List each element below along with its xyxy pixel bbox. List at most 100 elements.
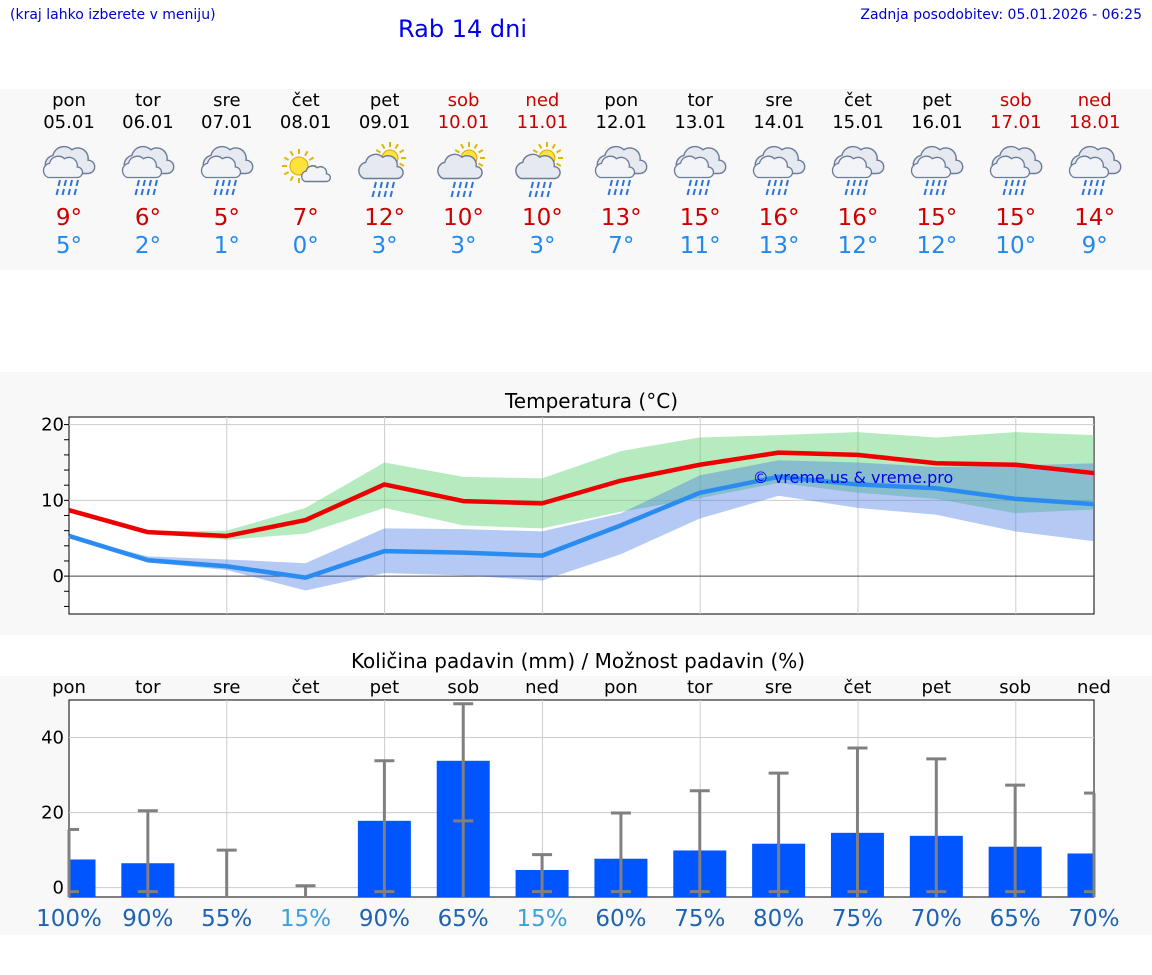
min-temperature: 13°: [758, 233, 800, 259]
sun-rain-cloud-icon: [357, 142, 406, 198]
weather-icon-box: [108, 142, 188, 200]
day-date: 14.01: [753, 112, 805, 133]
day-column: tor 06.01 6° 2°: [108, 89, 188, 260]
min-temperature: 10°: [995, 233, 1037, 259]
max-temperature: 10°: [443, 205, 484, 231]
rain-cloud-icon: [121, 145, 175, 196]
sun-cloud-icon: [281, 149, 331, 183]
precipitation-probability: 65%: [990, 906, 1041, 932]
day-label: sre: [213, 677, 240, 698]
weather-icon-box: [29, 142, 109, 200]
plot-area: [68, 416, 1095, 615]
y-tick-label: 0: [53, 566, 64, 587]
day-name: tor: [135, 90, 161, 111]
precipitation-probability: 70%: [911, 906, 962, 932]
temperature-panel: Temperatura (°C) 0 10 20 © vreme.us & vreme.…: [0, 372, 1152, 635]
day-date: 05.01: [43, 112, 95, 133]
weather-icon-box: [187, 142, 267, 200]
day-column: pet 09.01 12° 3°: [345, 89, 425, 260]
weather-icon-box: [502, 142, 582, 200]
precipitation-probability: 60%: [595, 906, 646, 932]
max-temperature: 12°: [364, 205, 405, 231]
max-temperature: 7°: [292, 205, 319, 231]
weather-icon-box: [266, 142, 346, 200]
max-temperature: 16°: [837, 205, 879, 231]
max-temperature: 15°: [995, 205, 1037, 231]
day-name: sob: [999, 90, 1032, 111]
precipitation-probability: 75%: [832, 906, 883, 932]
precipitation-probability: 100%: [36, 906, 102, 932]
precipitation-probability: 90%: [122, 906, 173, 932]
last-updated: Zadnja posodobitev: 05.01.2026 - 06:25: [860, 7, 1142, 23]
page-title: Rab 14 dni: [398, 15, 527, 43]
temperature-chart-title: Temperatura (°C): [504, 389, 678, 413]
day-label: tor: [135, 677, 161, 698]
rain-cloud-icon: [752, 145, 806, 196]
location-hint-link[interactable]: (kraj lahko izberete v meniju): [10, 7, 216, 23]
day-column: tor 13.01 15° 11°: [660, 89, 740, 260]
day-name: sre: [765, 90, 793, 111]
day-column: ned 11.01 10° 3°: [502, 89, 582, 260]
day-date: 09.01: [358, 112, 411, 133]
precipitation-probability: 65%: [438, 906, 489, 932]
precipitation-probability: 75%: [674, 906, 725, 932]
min-temperature: 3°: [450, 233, 477, 259]
precipitation-chart: Količina padavin (mm) / Možnost padavin …: [36, 649, 1119, 932]
min-temperature: 0°: [292, 233, 319, 259]
precipitation-probability: 15%: [280, 906, 331, 932]
min-temperature: 2°: [134, 233, 161, 259]
min-range-band: [69, 460, 1094, 591]
day-column: pon 05.01 9° 5°: [29, 89, 109, 260]
precipitation-probability: 80%: [753, 906, 804, 932]
min-temperature: 11°: [679, 233, 721, 259]
day-name: pet: [922, 90, 952, 111]
day-label: sre: [765, 677, 792, 698]
day-name: pon: [52, 90, 86, 111]
y-tick-label: 0: [53, 878, 64, 899]
day-label: pet: [370, 677, 400, 698]
day-name: sre: [213, 90, 241, 111]
day-column: pet 16.01 15° 12°: [897, 89, 977, 260]
precipitation-probability: 70%: [1068, 906, 1119, 932]
watermark: © vreme.us & vreme.pro: [753, 468, 954, 487]
max-temperature: 9°: [55, 205, 83, 231]
day-name: sob: [447, 90, 480, 111]
day-date: 17.01: [990, 112, 1042, 133]
day-label: ned: [1077, 677, 1111, 698]
rain-cloud-icon: [595, 145, 648, 196]
rain-cloud-icon: [674, 145, 727, 196]
min-temperature: 5°: [55, 233, 83, 259]
day-label: čet: [292, 677, 320, 698]
weather-icon-box: [897, 142, 977, 200]
weather-icon-box: [818, 142, 898, 200]
day-label: pet: [922, 677, 952, 698]
day-date: 13.01: [674, 112, 726, 133]
max-temperature-line: [68, 450, 1095, 539]
day-date: 10.01: [437, 112, 490, 133]
min-temperature-line: [68, 474, 1095, 580]
day-column: čet 08.01 7° 0°: [266, 89, 346, 260]
min-temperature: 9°: [1081, 233, 1108, 259]
day-label: pon: [52, 677, 86, 698]
min-temperature: 12°: [916, 233, 958, 259]
day-column: sre 14.01 16° 13°: [739, 89, 819, 260]
max-temperature: 5°: [213, 205, 240, 231]
min-temperature: 3°: [529, 233, 556, 259]
precipitation-probability: 55%: [201, 906, 252, 932]
day-date: 07.01: [201, 112, 253, 133]
rain-cloud-icon: [831, 145, 885, 196]
y-tick-label: 20: [41, 803, 64, 824]
rain-cloud-icon: [989, 145, 1043, 196]
weather-icon-box: [660, 142, 740, 200]
y-tick-label: 20: [41, 415, 64, 436]
day-date: 06.01: [122, 112, 174, 133]
day-date: 15.01: [832, 112, 884, 133]
max-temperature: 14°: [1074, 205, 1116, 231]
weather-icon-box: [424, 142, 504, 200]
sun-rain-cloud-icon: [436, 142, 485, 198]
max-temperature: 16°: [758, 205, 800, 231]
precipitation-probability: 90%: [359, 906, 410, 932]
day-label: ned: [525, 677, 559, 698]
day-name: čet: [843, 90, 873, 111]
y-tick-label: 40: [41, 728, 64, 749]
